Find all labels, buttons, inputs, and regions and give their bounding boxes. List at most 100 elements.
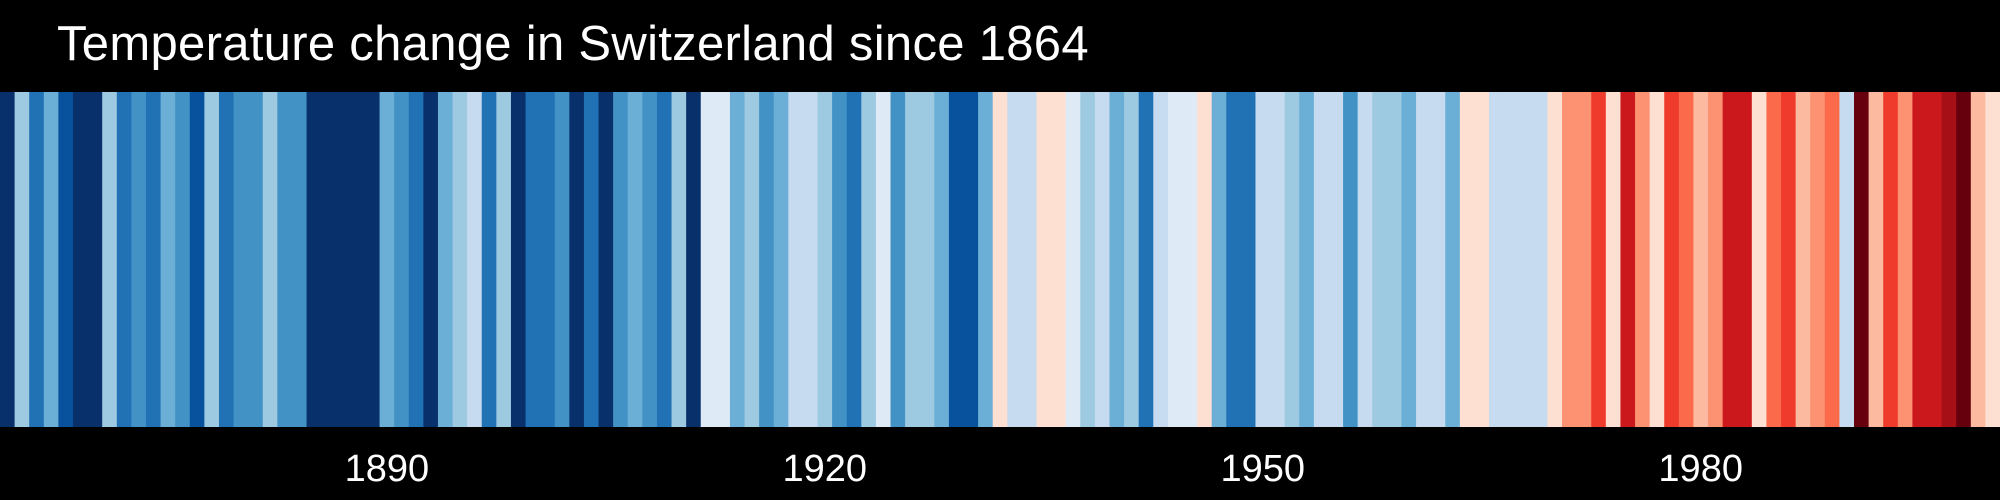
stripe-1991 (1854, 92, 1870, 427)
stripe-1927 (919, 92, 935, 427)
stripe-1976 (1635, 92, 1651, 427)
stripe-1984 (1751, 92, 1768, 427)
stripe-1997 (1941, 92, 1957, 427)
stripe-1942 (1138, 92, 1154, 427)
stripe-1962 (1430, 92, 1446, 427)
stripe-1989 (1824, 92, 1841, 427)
stripe-1945 (1182, 92, 1198, 427)
x-tick-label-1950: 1950 (1221, 448, 1306, 490)
stripe-1948 (1226, 92, 1242, 427)
stripe-1944 (1167, 92, 1184, 427)
stripe-1891 (394, 92, 410, 427)
stripe-1864 (0, 92, 16, 427)
stripe-1871 (102, 92, 118, 427)
stripe-1912 (700, 92, 716, 427)
stripe-1987 (1795, 92, 1811, 427)
stripe-1924 (875, 92, 892, 427)
stripe-1878 (204, 92, 220, 427)
stripe-1867 (43, 92, 59, 427)
stripe-1964 (1459, 92, 1476, 427)
stripe-1894 (437, 92, 454, 427)
stripe-1930 (963, 92, 979, 427)
stripe-1868 (58, 92, 74, 427)
stripe-1965 (1474, 92, 1490, 427)
stripe-1960 (1401, 92, 1417, 427)
stripe-1957 (1357, 92, 1373, 427)
stripe-1980 (1693, 92, 1709, 427)
stripe-1874 (145, 92, 162, 427)
stripe-1996 (1927, 92, 1943, 427)
stripe-1876 (175, 92, 191, 427)
stripe-1926 (905, 92, 921, 427)
stripe-1892 (408, 92, 424, 427)
stripe-1946 (1197, 92, 1213, 427)
stripe-1955 (1328, 92, 1344, 427)
stripe-1904 (583, 92, 600, 427)
chart-title: Temperature change in Switzerland since … (57, 17, 1089, 71)
stripe-1918 (788, 92, 804, 427)
stripe-1903 (569, 92, 585, 427)
stripe-1956 (1343, 92, 1359, 427)
stripe-1910 (671, 92, 687, 427)
stripe-1974 (1605, 92, 1622, 427)
stripe-1917 (773, 92, 789, 427)
stripe-1919 (802, 92, 819, 427)
stripe-1963 (1445, 92, 1461, 427)
x-tick-label-1980: 1980 (1658, 448, 1743, 490)
stripe-1981 (1708, 92, 1724, 427)
stripe-1931 (978, 92, 994, 427)
stripe-1994 (1897, 92, 1914, 427)
stripe-1888 (350, 92, 366, 427)
stripe-1940 (1109, 92, 1125, 427)
stripe-1929 (948, 92, 965, 427)
stripe-1880 (233, 92, 249, 427)
stripe-1877 (189, 92, 205, 427)
stripe-1922 (846, 92, 862, 427)
stripe-1900 (525, 92, 541, 427)
stripe-1897 (481, 92, 497, 427)
stripe-1884 (291, 92, 308, 427)
stripe-1875 (160, 92, 176, 427)
stripe-1881 (248, 92, 264, 427)
stripe-1966 (1489, 92, 1505, 427)
stripe-1914 (729, 92, 746, 427)
stripe-1970 (1547, 92, 1563, 427)
stripe-1879 (218, 92, 235, 427)
stripe-1972 (1576, 92, 1592, 427)
stripe-1920 (817, 92, 833, 427)
stripe-1992 (1868, 92, 1884, 427)
stripe-1995 (1912, 92, 1928, 427)
stripe-1911 (686, 92, 702, 427)
stripe-1971 (1562, 92, 1578, 427)
stripe-1943 (1153, 92, 1169, 427)
stripe-1873 (131, 92, 147, 427)
stripe-1913 (715, 92, 731, 427)
stripe-1916 (759, 92, 775, 427)
stripe-1959 (1386, 92, 1403, 427)
stripe-1952 (1284, 92, 1300, 427)
stripe-1928 (934, 92, 950, 427)
stripe-2000 (1985, 92, 2000, 427)
stripe-1977 (1649, 92, 1665, 427)
stripe-1886 (321, 92, 337, 427)
stripe-1899 (510, 92, 527, 427)
stripe-1938 (1080, 92, 1096, 427)
stripe-1909 (656, 92, 673, 427)
stripe-1990 (1839, 92, 1855, 427)
stripe-1969 (1532, 92, 1549, 427)
stripe-1898 (496, 92, 512, 427)
stripe-1905 (598, 92, 614, 427)
stripe-1983 (1737, 92, 1753, 427)
stripe-1941 (1124, 92, 1140, 427)
stripe-1953 (1299, 92, 1315, 427)
stripe-1896 (467, 92, 483, 427)
stripe-1901 (540, 92, 556, 427)
stripe-1934 (1021, 92, 1038, 427)
stripe-1998 (1956, 92, 1972, 427)
stripe-1935 (1036, 92, 1052, 427)
stripe-1982 (1722, 92, 1738, 427)
stripe-1907 (627, 92, 643, 427)
stripe-1933 (1007, 92, 1023, 427)
stripe-1923 (861, 92, 877, 427)
